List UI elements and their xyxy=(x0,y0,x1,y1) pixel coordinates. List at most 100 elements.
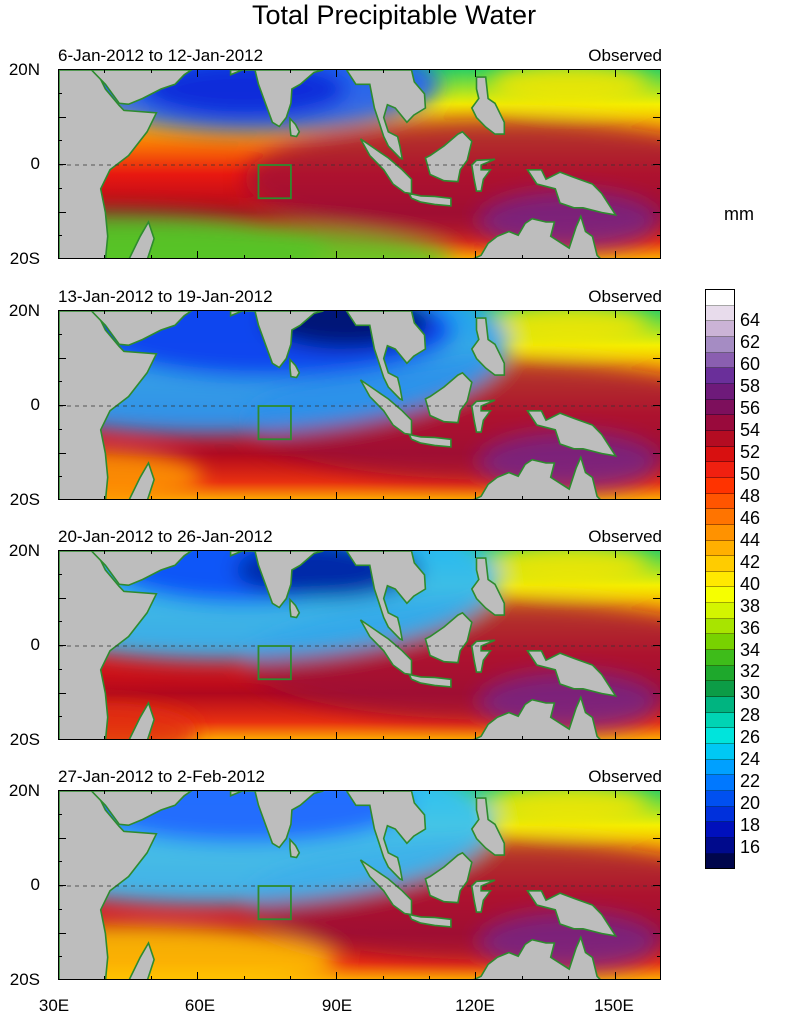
precipitable-water-map xyxy=(58,310,661,500)
colorbar-label: 52 xyxy=(740,442,761,463)
colorbar-swatch xyxy=(706,571,734,588)
colorbar-swatch xyxy=(706,290,734,306)
colorbar-swatch xyxy=(706,603,734,619)
lon-label-150e: 150E xyxy=(594,996,634,1015)
colorbar-label: 58 xyxy=(740,376,761,397)
colorbar-label: 64 xyxy=(740,310,761,331)
colorbar-swatch xyxy=(706,336,734,353)
lon-label-30e: 30E xyxy=(38,996,70,1015)
colorbar-label: 30 xyxy=(740,683,761,704)
map-svg xyxy=(59,551,660,739)
colorbar-swatch xyxy=(706,556,734,572)
panel-status: Observed xyxy=(588,46,662,65)
colorbar-label: 62 xyxy=(740,332,761,353)
colorbar-swatch xyxy=(706,493,734,510)
panel-date-range: 20-Jan-2012 to 26-Jan-2012 xyxy=(58,527,273,546)
precipitable-water-map xyxy=(58,69,661,259)
precipitable-water-map xyxy=(58,550,661,740)
colorbar-label: 36 xyxy=(740,617,761,638)
map-panel-4: 27-Jan-2012 to 2-Feb-2012 Observed 20N 0… xyxy=(0,766,700,1016)
lat-label-20s: 20S xyxy=(9,249,40,268)
lat-label-20n: 20N xyxy=(8,60,40,79)
colorbar-swatch xyxy=(706,806,734,823)
colorbar-swatch xyxy=(706,728,734,745)
colorbar-swatch xyxy=(706,477,734,494)
lat-label-20s: 20S xyxy=(9,490,40,509)
colorbar-swatch xyxy=(706,822,734,838)
colorbar-swatch xyxy=(706,352,734,369)
panel-status: Observed xyxy=(588,767,662,786)
colorbar-swatch xyxy=(706,853,734,869)
colorbar xyxy=(705,289,735,869)
colorbar-label: 32 xyxy=(740,661,761,682)
panel-status: Observed xyxy=(588,527,662,546)
colorbar-swatch xyxy=(706,618,734,635)
lat-label-20s: 20S xyxy=(9,970,40,989)
lat-label-0: 0 xyxy=(30,395,40,414)
colorbar-swatch xyxy=(706,509,734,525)
panel-date-range: 13-Jan-2012 to 19-Jan-2012 xyxy=(58,287,273,306)
colorbar-label: 38 xyxy=(740,595,761,616)
colorbar-label: 24 xyxy=(740,749,761,770)
colorbar-label: 50 xyxy=(740,463,761,484)
map-svg xyxy=(59,791,660,979)
colorbar-label: 26 xyxy=(740,727,761,748)
lat-label-20n: 20N xyxy=(8,541,40,560)
colorbar-label: 22 xyxy=(740,771,761,792)
colorbar-swatch xyxy=(706,368,734,384)
colorbar-swatch xyxy=(706,681,734,698)
lat-label-0: 0 xyxy=(30,154,40,173)
colorbar-units: mm xyxy=(724,204,754,224)
colorbar-swatch xyxy=(706,540,734,557)
colorbar-swatch xyxy=(706,446,734,463)
colorbar-label: 54 xyxy=(740,420,761,441)
precipitable-water-map xyxy=(58,790,661,980)
colorbar-swatch xyxy=(706,321,734,337)
colorbar-swatch xyxy=(706,305,734,322)
lon-label-120e: 120E xyxy=(455,996,495,1015)
colorbar-swatch xyxy=(706,430,734,447)
colorbar-swatch xyxy=(706,383,734,400)
colorbar-label: 60 xyxy=(740,354,761,375)
colorbar-swatch xyxy=(706,587,734,604)
map-svg xyxy=(59,70,660,258)
colorbar-swatch xyxy=(706,712,734,729)
colorbar-label: 34 xyxy=(740,639,761,660)
colorbar-swatch xyxy=(706,744,734,760)
colorbar-label: 20 xyxy=(740,793,761,814)
lon-label-90e: 90E xyxy=(321,996,353,1015)
colorbar-swatch xyxy=(706,650,734,666)
colorbar-swatch xyxy=(706,791,734,807)
colorbar-swatch xyxy=(706,665,734,682)
colorbar-swatch xyxy=(706,634,734,651)
colorbar-label: 16 xyxy=(740,837,761,858)
page-title: Total Precipitable Water xyxy=(251,0,537,30)
panel-date-range: 27-Jan-2012 to 2-Feb-2012 xyxy=(58,767,265,786)
lat-label-20n: 20N xyxy=(8,781,40,800)
colorbar-label: 48 xyxy=(740,485,761,506)
colorbar-swatch xyxy=(706,837,734,854)
colorbar-label: 28 xyxy=(740,705,761,726)
colorbar-swatch xyxy=(706,415,734,431)
colorbar-swatch xyxy=(706,697,734,713)
colorbar-label: 40 xyxy=(740,573,761,594)
lat-label-20n: 20N xyxy=(8,301,40,320)
panel-date-range: 6-Jan-2012 to 12-Jan-2012 xyxy=(58,46,264,65)
colorbar-label: 56 xyxy=(740,398,761,419)
map-panel-2: 13-Jan-2012 to 19-Jan-2012 Observed 20N … xyxy=(0,286,700,536)
lat-label-0: 0 xyxy=(30,635,40,654)
colorbar-swatch xyxy=(706,759,734,776)
lat-label-0: 0 xyxy=(30,875,40,894)
map-svg xyxy=(59,311,660,499)
lat-label-20s: 20S xyxy=(9,730,40,749)
map-panel-3: 20-Jan-2012 to 26-Jan-2012 Observed 20N … xyxy=(0,526,700,776)
panel-status: Observed xyxy=(588,287,662,306)
colorbar-swatch xyxy=(706,399,734,416)
colorbar-label: 46 xyxy=(740,507,761,528)
colorbar-label: 42 xyxy=(740,551,761,572)
colorbar-swatch xyxy=(706,775,734,791)
lon-label-60e: 60E xyxy=(184,996,216,1015)
colorbar-swatch xyxy=(706,524,734,541)
colorbar-swatch xyxy=(706,462,734,478)
colorbar-label: 18 xyxy=(740,815,761,836)
